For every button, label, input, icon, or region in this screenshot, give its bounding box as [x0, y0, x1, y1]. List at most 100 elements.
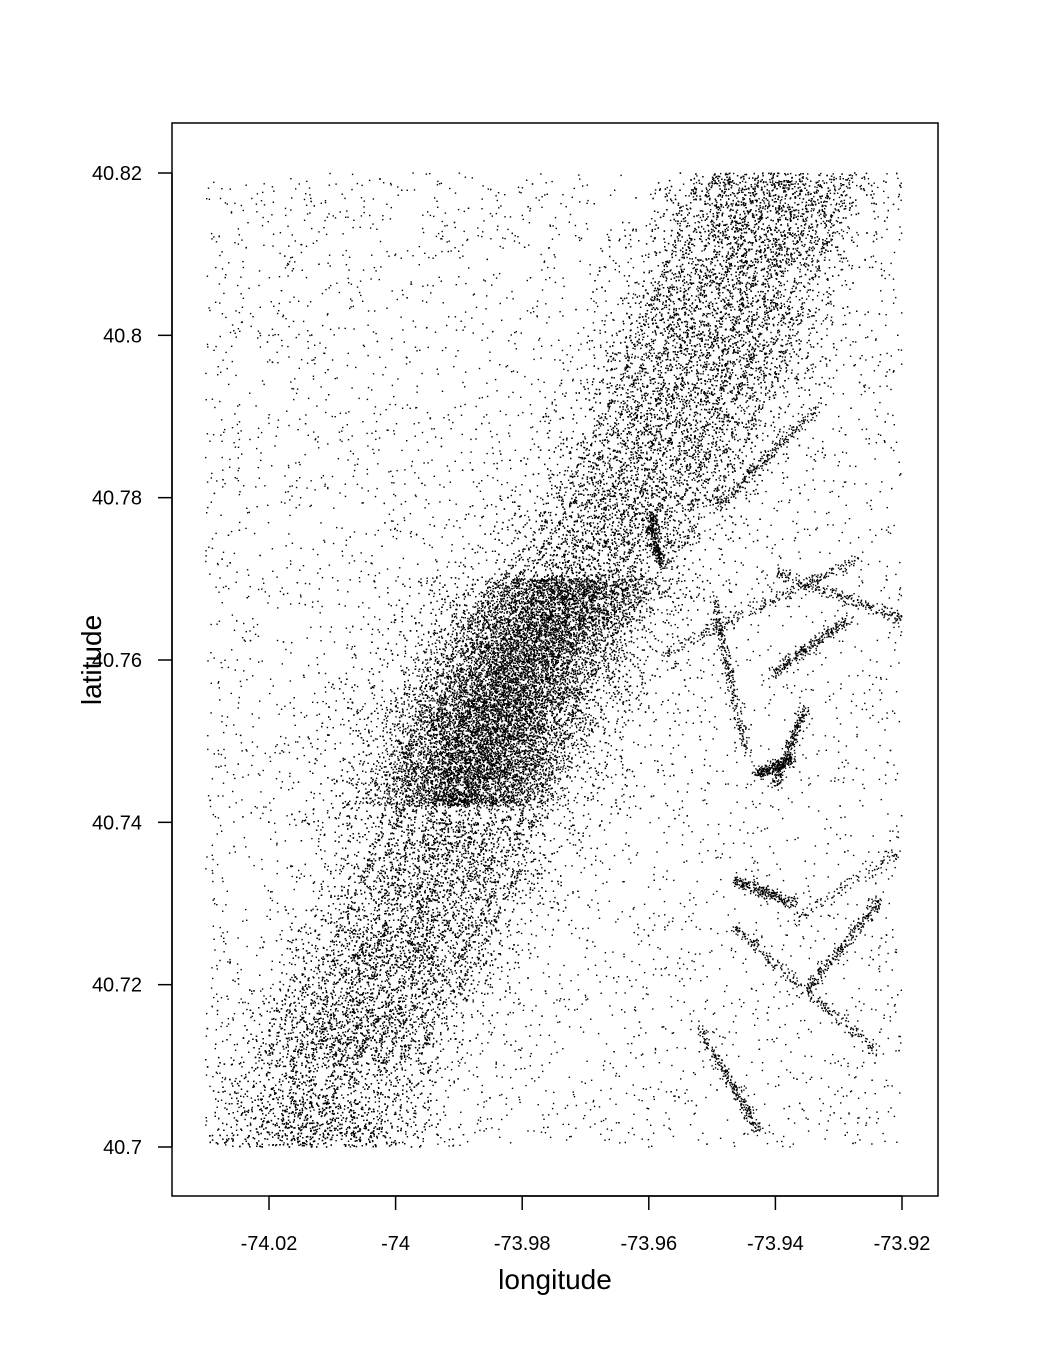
data-point — [465, 983, 466, 984]
data-point — [666, 511, 667, 512]
data-point — [313, 1071, 314, 1072]
data-point — [819, 252, 820, 253]
data-point — [828, 385, 829, 386]
data-point — [321, 919, 322, 920]
data-point — [261, 937, 262, 938]
data-point — [342, 848, 343, 849]
data-point — [412, 741, 413, 742]
data-point — [622, 584, 623, 585]
data-point — [814, 242, 815, 243]
data-point — [718, 212, 719, 213]
data-point — [348, 863, 349, 864]
data-point — [355, 1090, 356, 1091]
data-point — [494, 913, 495, 914]
data-point — [350, 1146, 351, 1147]
data-point — [634, 466, 635, 467]
data-point — [798, 212, 799, 213]
data-point — [580, 850, 581, 851]
data-point — [225, 1144, 226, 1145]
data-point — [615, 565, 616, 566]
data-point — [403, 736, 404, 737]
data-point — [732, 205, 733, 206]
data-point — [432, 1026, 433, 1027]
data-point — [675, 220, 676, 221]
data-point — [457, 923, 458, 924]
data-point — [560, 486, 561, 487]
data-point — [405, 646, 406, 647]
data-point — [509, 828, 510, 829]
data-point — [722, 292, 723, 293]
data-point — [313, 891, 314, 892]
data-point — [407, 906, 408, 907]
data-point — [719, 390, 720, 391]
data-point — [303, 1105, 304, 1106]
data-point — [633, 592, 634, 593]
data-point — [660, 396, 661, 397]
data-point — [429, 740, 430, 741]
data-point — [701, 392, 702, 393]
data-point — [364, 703, 365, 704]
data-point — [615, 411, 616, 412]
data-point — [657, 299, 658, 300]
data-point — [659, 487, 660, 488]
data-point — [595, 454, 596, 455]
data-point — [630, 471, 631, 472]
data-point — [674, 420, 675, 421]
data-point — [472, 926, 473, 927]
data-point — [776, 244, 777, 245]
data-point — [382, 885, 383, 886]
data-point — [295, 1017, 296, 1018]
data-point — [406, 789, 407, 790]
data-point — [728, 475, 729, 476]
data-point — [308, 1085, 309, 1086]
data-point — [488, 913, 489, 914]
data-point — [632, 399, 633, 400]
data-point — [709, 305, 710, 306]
data-point — [676, 512, 677, 513]
data-point — [606, 508, 607, 509]
data-point — [631, 434, 632, 435]
data-point — [675, 251, 676, 252]
data-point — [632, 297, 633, 298]
data-point — [425, 814, 426, 815]
data-point — [811, 208, 812, 209]
data-point — [630, 406, 631, 407]
data-point — [717, 450, 718, 451]
data-point — [421, 807, 422, 808]
data-point — [405, 1133, 406, 1134]
data-point — [717, 649, 718, 650]
data-point — [630, 324, 631, 325]
data-point — [533, 876, 534, 877]
data-point — [567, 766, 568, 767]
data-point — [741, 357, 742, 358]
data-point — [664, 540, 665, 541]
data-point — [309, 1091, 310, 1092]
data-point — [626, 504, 627, 505]
data-point — [419, 957, 420, 958]
data-point — [396, 819, 397, 820]
data-point — [585, 688, 586, 689]
data-point — [475, 813, 476, 814]
data-point — [464, 984, 465, 985]
data-point — [868, 178, 869, 179]
data-point — [670, 476, 671, 477]
data-point — [653, 393, 654, 394]
data-point — [699, 575, 700, 576]
data-point — [477, 551, 478, 552]
data-point — [444, 602, 445, 603]
data-point — [332, 1094, 333, 1095]
data-point — [245, 1093, 246, 1094]
data-point — [753, 280, 754, 281]
data-point — [334, 855, 335, 856]
data-point — [532, 682, 533, 683]
data-point — [593, 530, 594, 531]
data-point — [658, 442, 659, 443]
data-point — [235, 1050, 236, 1051]
data-point — [486, 829, 487, 830]
data-point — [237, 1092, 238, 1093]
data-point — [721, 496, 722, 497]
data-point — [501, 850, 502, 851]
data-point — [410, 1009, 411, 1010]
data-point — [722, 231, 723, 232]
data-point — [269, 1111, 270, 1112]
